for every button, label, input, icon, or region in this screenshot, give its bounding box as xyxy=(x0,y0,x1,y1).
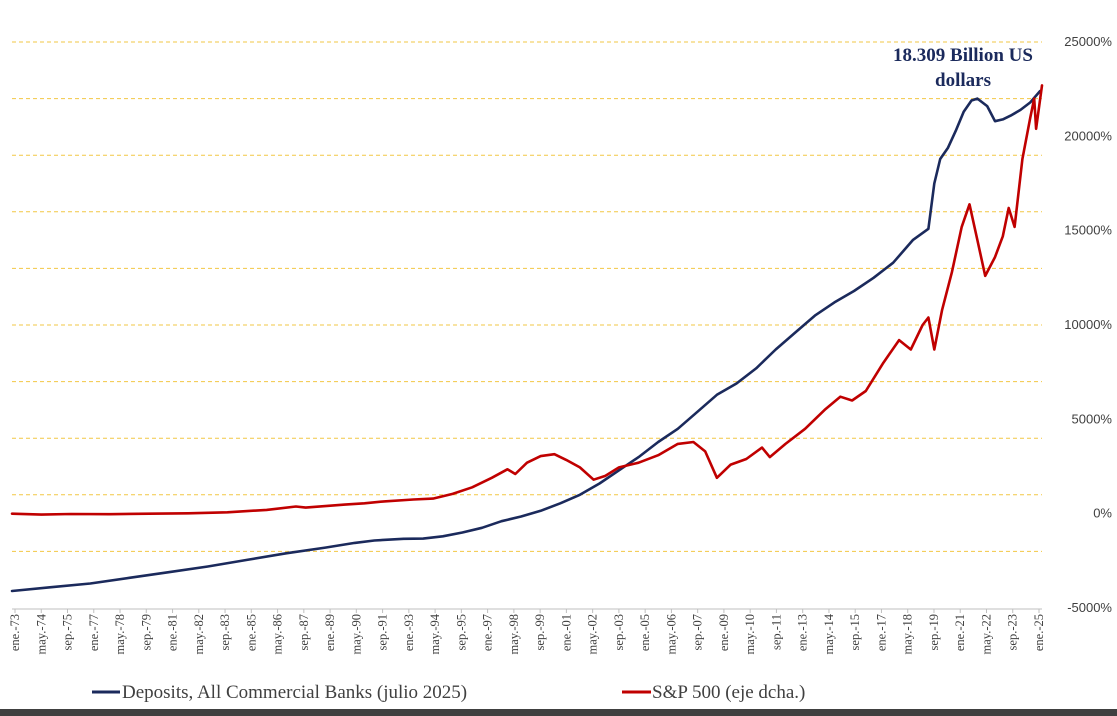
y-tick-label-6: 25000% xyxy=(1064,34,1112,49)
gridlines xyxy=(12,41,1042,552)
x-tick-label-33: ene.-17 xyxy=(874,614,888,651)
x-tick-label-29: sep.-11 xyxy=(769,614,783,650)
x-tick-label-28: may.-10 xyxy=(743,614,757,655)
x-tick-label-0: ene.-73 xyxy=(8,614,22,651)
x-tick-label-14: sep.-91 xyxy=(376,614,390,650)
series-line-deposits xyxy=(10,89,1042,593)
y-tick-label-2: 5000% xyxy=(1072,411,1113,426)
x-tick-label-4: may.-78 xyxy=(113,614,127,655)
x-tick-label-8: sep.-83 xyxy=(218,614,232,650)
x-tick-label-27: ene.-09 xyxy=(717,614,731,651)
legend-label-deposits: Deposits, All Commercial Banks (julio 20… xyxy=(122,682,467,703)
y-tick-label-3: 10000% xyxy=(1064,317,1112,332)
x-tick-label-19: may.-98 xyxy=(507,614,521,655)
y-tick-label-4: 15000% xyxy=(1064,223,1112,238)
x-tick-label-36: ene.-21 xyxy=(953,614,967,651)
x-tick-label-15: ene.-93 xyxy=(402,614,416,651)
y-tick-label-5: 20000% xyxy=(1064,128,1112,143)
x-tick-label-24: ene.-05 xyxy=(638,614,652,651)
x-tick-label-20: sep.-99 xyxy=(533,614,547,650)
x-tick-label-7: may.-82 xyxy=(192,614,206,655)
x-tick-label-25: may.-06 xyxy=(664,614,678,655)
x-tick-label-16: may.-94 xyxy=(428,613,442,654)
x-tick-label-9: ene.-85 xyxy=(244,614,258,651)
x-tick-label-34: may.-18 xyxy=(901,614,915,655)
x-tick-label-11: sep.-87 xyxy=(297,614,311,650)
x-tick-label-26: sep.-07 xyxy=(691,614,705,650)
x-tick-label-39: ene.-25 xyxy=(1032,614,1046,651)
x-tick-label-17: sep.-95 xyxy=(454,614,468,650)
x-tick-label-31: may.-14 xyxy=(822,613,836,654)
annotation-line-2: dollars xyxy=(935,70,991,91)
legend-label-sp500: S&P 500 (eje dcha.) xyxy=(652,682,805,703)
x-tick-label-32: sep.-15 xyxy=(848,614,862,650)
x-axis: ene.-73 may.-74 sep.-75 ene.-77 may.-78 sep.-… xyxy=(8,609,1046,655)
x-tick-label-37: may.-22 xyxy=(979,614,993,655)
x-tick-label-22: may.-02 xyxy=(586,614,600,655)
series-lines xyxy=(10,84,1044,593)
y-axis-right: -5000% 0% 5000% 10000% 15000% 20000% 25000% xyxy=(1064,34,1112,615)
x-tick-label-35: sep.-19 xyxy=(927,614,941,650)
x-tick-label-2: sep.-75 xyxy=(61,614,75,650)
x-tick-label-38: sep.-23 xyxy=(1006,614,1020,650)
y-tick-label-1: 0% xyxy=(1093,506,1112,521)
annotation-line-1: 18.309 Billion US xyxy=(893,45,1033,66)
x-tick-label-21: ene.-01 xyxy=(559,614,573,651)
x-tick-label-18: ene.-97 xyxy=(481,614,495,651)
x-tick-label-10: may.-86 xyxy=(271,614,285,655)
series-line-sp500 xyxy=(10,84,1044,516)
bottom-bar xyxy=(0,709,1117,716)
x-tick-label-3: ene.-77 xyxy=(87,614,101,651)
x-tick-label-30: ene.-13 xyxy=(796,614,810,651)
legend: Deposits, All Commercial Banks (julio 20… xyxy=(92,682,805,703)
x-tick-label-23: sep.-03 xyxy=(612,614,626,650)
x-tick-label-1: may.-74 xyxy=(34,613,48,654)
x-tick-label-12: ene.-89 xyxy=(323,614,337,651)
x-tick-label-13: may.-90 xyxy=(349,614,363,655)
x-tick-label-5: sep.-79 xyxy=(139,614,153,650)
y-tick-label-0: -5000% xyxy=(1067,600,1112,615)
x-tick-label-6: ene.-81 xyxy=(166,614,180,651)
